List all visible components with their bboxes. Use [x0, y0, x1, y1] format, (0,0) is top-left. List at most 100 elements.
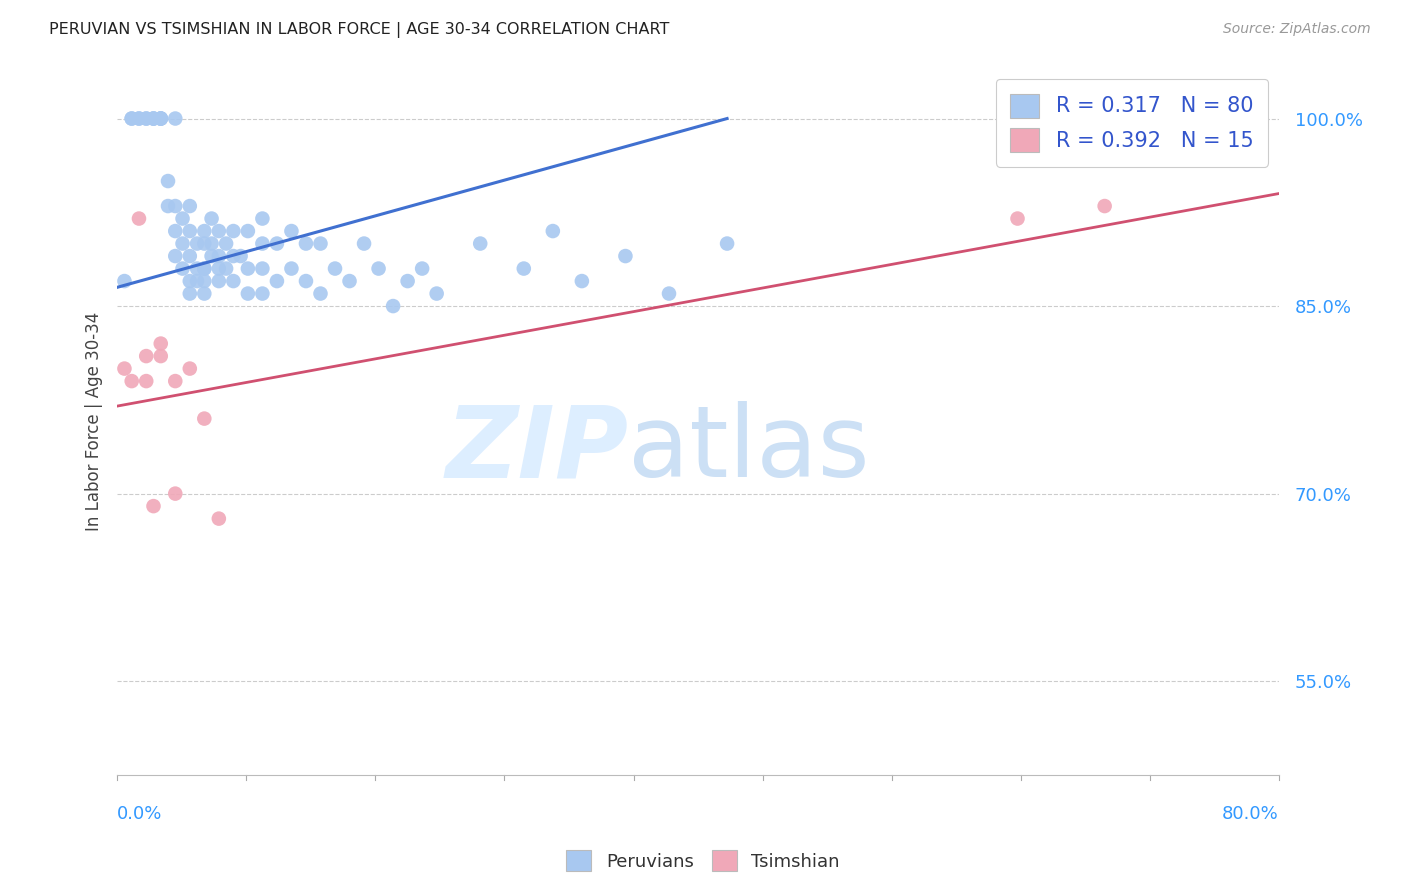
Point — [179, 199, 201, 213]
Point — [142, 112, 165, 126]
Point — [142, 112, 165, 126]
Point — [179, 361, 201, 376]
Point — [208, 274, 231, 288]
Point — [208, 224, 231, 238]
Point — [149, 336, 172, 351]
Point — [193, 261, 215, 276]
Point — [135, 112, 157, 126]
Point — [128, 211, 150, 226]
Point — [128, 112, 150, 126]
Point — [128, 112, 150, 126]
Point — [186, 236, 208, 251]
Point — [142, 499, 165, 513]
Point — [186, 261, 208, 276]
Text: 0.0%: 0.0% — [117, 805, 163, 823]
Point — [200, 236, 222, 251]
Point — [716, 236, 738, 251]
Point — [135, 349, 157, 363]
Point — [215, 261, 238, 276]
Point — [236, 224, 259, 238]
Point — [252, 236, 274, 251]
Point — [208, 511, 231, 525]
Point — [280, 261, 302, 276]
Point — [236, 261, 259, 276]
Point — [236, 286, 259, 301]
Point — [367, 261, 389, 276]
Point — [295, 274, 318, 288]
Point — [165, 224, 187, 238]
Point — [571, 274, 593, 288]
Point — [172, 236, 194, 251]
Point — [165, 486, 187, 500]
Point — [156, 174, 179, 188]
Point — [114, 361, 136, 376]
Point — [1007, 211, 1029, 226]
Point — [114, 274, 136, 288]
Point — [142, 112, 165, 126]
Point — [208, 261, 231, 276]
Point — [121, 374, 143, 388]
Text: ZIP: ZIP — [446, 401, 628, 499]
Legend: R = 0.317   N = 80, R = 0.392   N = 15: R = 0.317 N = 80, R = 0.392 N = 15 — [995, 78, 1268, 167]
Point — [222, 274, 245, 288]
Point — [165, 199, 187, 213]
Point — [200, 211, 222, 226]
Point — [165, 249, 187, 263]
Point — [252, 286, 274, 301]
Point — [135, 112, 157, 126]
Point — [193, 224, 215, 238]
Point — [229, 249, 252, 263]
Point — [215, 236, 238, 251]
Point — [179, 249, 201, 263]
Point — [179, 286, 201, 301]
Text: PERUVIAN VS TSIMSHIAN IN LABOR FORCE | AGE 30-34 CORRELATION CHART: PERUVIAN VS TSIMSHIAN IN LABOR FORCE | A… — [49, 22, 669, 38]
Point — [200, 249, 222, 263]
Point — [353, 236, 375, 251]
Point — [149, 112, 172, 126]
Point — [149, 349, 172, 363]
Legend: Peruvians, Tsimshian: Peruvians, Tsimshian — [558, 843, 848, 879]
Point — [513, 261, 536, 276]
Point — [156, 199, 179, 213]
Point — [541, 224, 564, 238]
Point — [323, 261, 346, 276]
Point — [165, 112, 187, 126]
Point — [470, 236, 492, 251]
Point — [222, 224, 245, 238]
Point — [179, 274, 201, 288]
Point — [396, 274, 419, 288]
Point — [309, 236, 332, 251]
Text: atlas: atlas — [628, 401, 870, 499]
Point — [186, 274, 208, 288]
Point — [193, 286, 215, 301]
Point — [149, 112, 172, 126]
Point — [193, 261, 215, 276]
Point — [208, 249, 231, 263]
Point — [426, 286, 449, 301]
Point — [309, 286, 332, 301]
Point — [382, 299, 405, 313]
Point — [172, 261, 194, 276]
Point — [149, 112, 172, 126]
Point — [222, 249, 245, 263]
Point — [252, 261, 274, 276]
Point — [252, 211, 274, 226]
Point — [411, 261, 433, 276]
Point — [135, 374, 157, 388]
Point — [172, 211, 194, 226]
Point — [614, 249, 637, 263]
Point — [266, 274, 288, 288]
Point — [339, 274, 361, 288]
Point — [193, 274, 215, 288]
Point — [1094, 199, 1116, 213]
Y-axis label: In Labor Force | Age 30-34: In Labor Force | Age 30-34 — [86, 312, 103, 532]
Point — [165, 374, 187, 388]
Point — [179, 224, 201, 238]
Text: 80.0%: 80.0% — [1222, 805, 1279, 823]
Text: Source: ZipAtlas.com: Source: ZipAtlas.com — [1223, 22, 1371, 37]
Point — [295, 236, 318, 251]
Point — [193, 236, 215, 251]
Point — [121, 112, 143, 126]
Point — [280, 224, 302, 238]
Point — [193, 411, 215, 425]
